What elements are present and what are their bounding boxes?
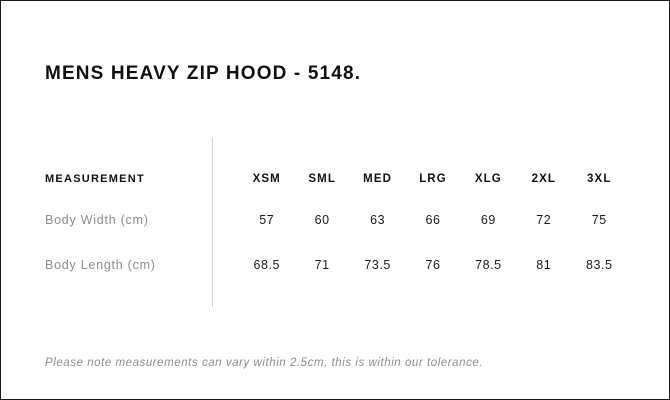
cell-body-width-2xl: 72	[536, 212, 552, 227]
column-header-xsm: XSM	[252, 173, 281, 185]
cell-body-width-3xl: 75	[591, 212, 607, 227]
size-chart-table: MEASUREMENT XSM SML MED LRG XLG 2XL 3XL …	[45, 161, 627, 287]
column-header-2xl: 2XL	[531, 173, 556, 185]
table-row: Body Width (cm) 57 60 63 66 69 72 75	[45, 197, 627, 242]
cell-body-width-lrg: 66	[425, 212, 441, 227]
table-row: Body Length (cm) 68.5 71 73.5 76 78.5 81…	[45, 242, 627, 287]
header-divider-spacer	[212, 161, 239, 197]
tolerance-footnote: Please note measurements can vary within…	[45, 356, 484, 369]
column-header-3xl: 3XL	[587, 173, 612, 185]
column-header-lrg: LRG	[419, 173, 447, 185]
page-title: MENS HEAVY ZIP HOOD - 5148.	[45, 62, 362, 84]
cell-body-length-xsm: 68.5	[253, 257, 281, 272]
cell-body-length-3xl: 83.5	[585, 257, 613, 272]
cell-body-length-sml: 71	[314, 257, 330, 272]
column-header-med: MED	[363, 173, 392, 185]
column-header-sml: SML	[308, 173, 336, 185]
cell-body-length-lrg: 76	[425, 257, 441, 272]
column-header-measurement: MEASUREMENT	[45, 173, 145, 185]
row-divider-spacer	[212, 197, 239, 242]
row-divider-spacer	[212, 242, 239, 287]
cell-body-width-xsm: 57	[259, 212, 275, 227]
cell-body-length-2xl: 81	[536, 257, 552, 272]
cell-body-width-xlg: 69	[480, 212, 496, 227]
column-header-xlg: XLG	[474, 173, 502, 185]
row-label-body-width: Body Width (cm)	[45, 212, 149, 227]
cell-body-length-med: 73.5	[364, 257, 391, 272]
table-header-row: MEASUREMENT XSM SML MED LRG XLG 2XL 3XL	[45, 161, 627, 197]
row-label-body-length: Body Length (cm)	[45, 257, 156, 272]
cell-body-length-xlg: 78.5	[475, 257, 502, 272]
table-vertical-divider	[212, 138, 213, 307]
cell-body-width-sml: 60	[314, 212, 330, 227]
cell-body-width-med: 63	[370, 212, 386, 227]
